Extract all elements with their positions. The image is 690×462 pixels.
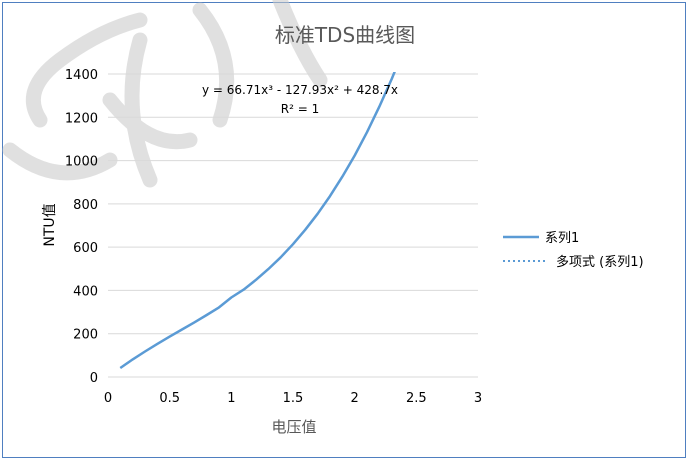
series-line-trendline	[119, 72, 396, 369]
x-tick-label: 1	[227, 391, 235, 406]
y-axis-title: NTU值	[42, 203, 58, 246]
x-tick-label: 3	[474, 391, 482, 406]
trendline-equation: y = 66.71x³ - 127.93x² + 428.7x	[202, 83, 398, 97]
y-tick-label: 600	[73, 241, 98, 256]
chart-frame	[2, 2, 686, 458]
x-tick-label: 0	[104, 391, 112, 406]
y-tick-label: 200	[73, 328, 98, 343]
series-line-series1	[119, 72, 396, 370]
legend-label-trendline: 多项式 (系列1)	[556, 254, 644, 270]
legend: 系列1 多项式 (系列1)	[503, 231, 644, 270]
y-tick-label: 1400	[65, 68, 98, 83]
y-tick-label: 400	[73, 284, 98, 299]
x-axis-title: 电压值	[271, 418, 316, 436]
x-tick-label: 2.5	[406, 391, 427, 406]
legend-label-series1: 系列1	[545, 231, 579, 246]
y-tick-label: 800	[73, 198, 98, 213]
x-tick-label: 1.5	[283, 391, 304, 406]
trendline-r-squared: R² = 1	[281, 102, 319, 116]
chart-title: 标准TDS曲线图	[275, 23, 415, 47]
y-tick-label: 1200	[65, 111, 98, 126]
x-tick-label: 2	[351, 391, 359, 406]
y-tick-label: 0	[90, 371, 98, 386]
x-tick-label: 0.5	[159, 391, 180, 406]
y-tick-label: 1000	[65, 155, 98, 170]
